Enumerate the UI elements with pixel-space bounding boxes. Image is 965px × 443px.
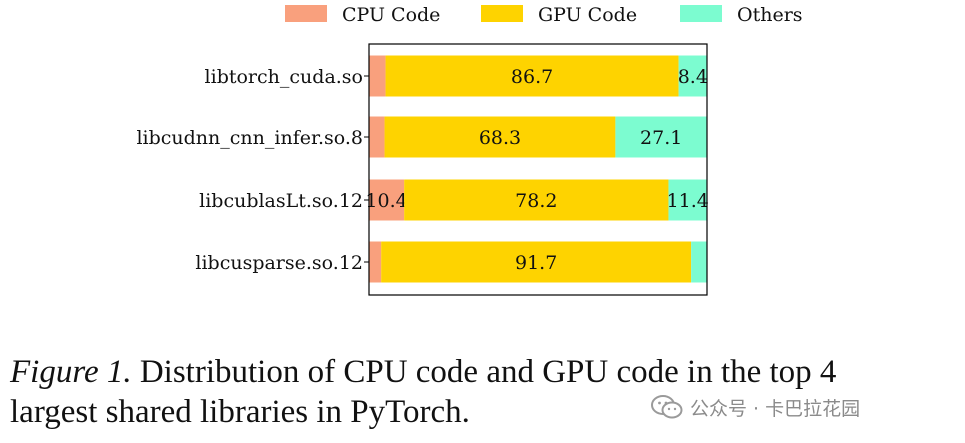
bar-segment [369,241,382,283]
bar-segment [691,241,707,283]
bar-segment [369,116,385,158]
bar-segment [369,55,386,97]
legend-swatch [481,5,523,22]
legend-label: Others [737,4,803,26]
y-axis: libtorch_cuda.so libcudnn_cnn_infer.so.8l… [136,66,369,274]
y-tick-label: libtorch_cuda.so [205,66,363,88]
bar-segment [385,55,679,97]
legend-swatch [285,5,327,22]
bar-value-label: 91.7 [515,252,557,274]
bar-value-label: 11.4 [667,190,709,212]
chart-bars: 86.7 8.4 68.3 27.1 10.4 78.2 11.4 91.7 [365,55,709,283]
caption-line-2: largest shared libraries in PyTorch. [10,394,470,430]
stacked-bar-chart: CPU Code GPU Code Others 86.7 8.4 68.3 27.1 10… [136,4,803,296]
y-tick-label: libcusparse.so.12 [195,252,363,274]
bar-value-label: 27.1 [640,127,682,149]
plot-frame [368,43,708,296]
caption-text-1: Distribution of CPU code and GPU code in… [131,354,837,390]
bar-segment [384,116,616,158]
y-tick-label: libcublasLt.so.12 [199,190,363,212]
legend-swatch [680,5,722,22]
bar-value-label: 68.3 [479,127,521,149]
bar-segment [369,179,405,221]
bar-segment [381,241,692,283]
figure-caption: Figure 1. Distribution of CPU code and G… [10,352,960,432]
bar-segment [678,55,707,97]
caption-line-1: Figure 1. Distribution of CPU code and G… [10,352,960,392]
caption-figure-label: Figure 1. [10,354,132,390]
bar-value-label: 10.4 [365,190,407,212]
bar-value-label: 8.4 [678,66,708,88]
bar-value-label: 78.2 [515,190,557,212]
watermark-text: 公众号 · 卡巴拉花园 [690,397,861,420]
watermark: 公众号 · 卡巴拉花园 [650,392,860,422]
chart-legend: CPU Code GPU Code Others [285,4,803,26]
bar-segment [668,179,707,221]
bar-segment [615,116,707,158]
bar-segment [404,179,669,221]
wechat-icon [651,395,683,419]
legend-label: GPU Code [538,4,637,26]
bar-value-label: 86.7 [511,66,553,88]
y-tick-label: libcudnn_cnn_infer.so.8 [136,127,363,149]
legend-label: CPU Code [342,4,440,26]
